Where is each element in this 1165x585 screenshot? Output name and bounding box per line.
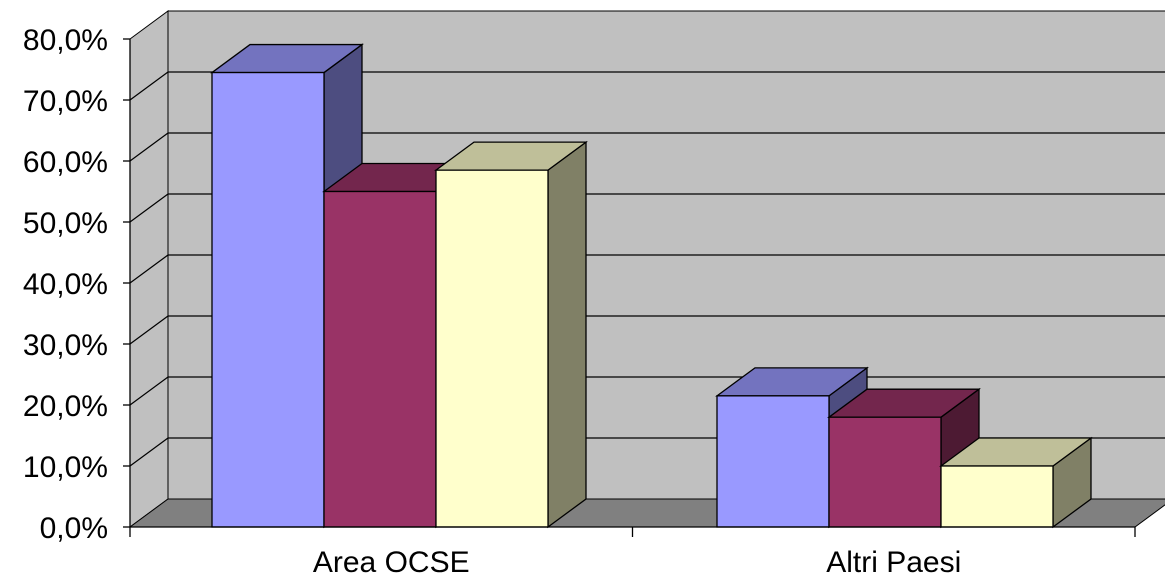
x-tick-labels: Area OCSE Altri Paesi	[313, 546, 961, 579]
bar	[827, 387, 981, 529]
bar-side	[547, 140, 587, 529]
gridlines	[129, 71, 1165, 467]
bars	[210, 43, 1093, 529]
bar-front	[828, 416, 942, 528]
y-tick-label: 40,0%	[23, 268, 108, 301]
y-tick-labels: 0,0% 10,0% 20,0% 30,0% 40,0% 50,0% 60,0% 70,0% 8…	[23, 24, 108, 545]
bar-front	[716, 395, 830, 528]
y-tick-label: 50,0%	[23, 207, 108, 240]
axes	[123, 38, 1136, 537]
y-tick-label: 10,0%	[23, 451, 108, 484]
gridline	[129, 315, 1165, 345]
y-tick-label: 80,0%	[23, 24, 108, 57]
bar-front	[435, 169, 549, 528]
gridline	[129, 254, 1165, 284]
x-tick-label: Area OCSE	[313, 546, 470, 579]
y-tick-label: 70,0%	[23, 85, 108, 118]
y-tick-label: 0,0%	[40, 512, 108, 545]
bar	[939, 436, 1093, 529]
bar	[434, 140, 588, 529]
y-tick-label: 30,0%	[23, 329, 108, 362]
bar-front	[211, 71, 325, 528]
bar-front	[940, 465, 1054, 528]
bar-front	[323, 190, 437, 528]
x-tick-label: Altri Paesi	[826, 546, 961, 579]
gridline	[129, 132, 1165, 162]
y-tick-label: 20,0%	[23, 390, 108, 423]
gridline	[129, 193, 1165, 223]
y-tick-label: 60,0%	[23, 146, 108, 179]
gridline	[129, 71, 1165, 101]
